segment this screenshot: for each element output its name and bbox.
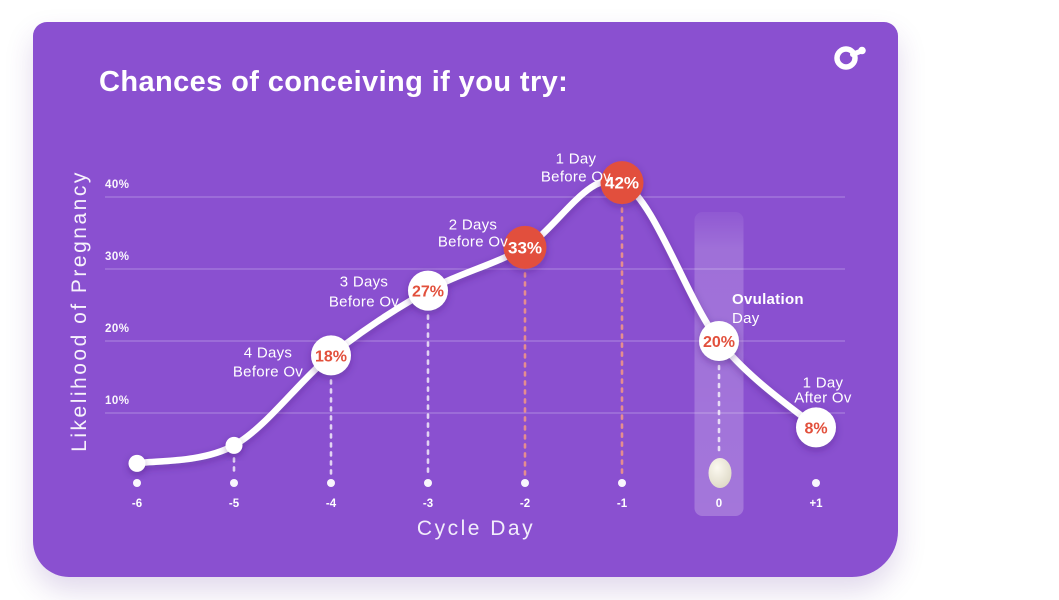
x-tick--3: -3	[423, 498, 433, 510]
x-tick--1: -1	[617, 498, 628, 510]
annotation--3: 3 Days	[340, 274, 389, 291]
chart-title: Chances of conceiving if you try:	[99, 66, 569, 98]
pct-label--3: 27%	[412, 284, 444, 301]
egg-icon	[708, 458, 732, 488]
annotation--2: Before Ov	[438, 233, 508, 250]
pct-label-+1: 8%	[804, 420, 827, 437]
pregnancy-likelihood-chart: 10% 20% 30% 40% 18% 4 Days Before Ov 27% 3 Days B…	[105, 151, 852, 516]
annotation--2: 2 Days	[449, 216, 498, 233]
data-point-0: 20% Ovulation Day	[699, 291, 804, 361]
data-point--4: 18% 4 Days Before Ov	[233, 335, 351, 380]
data-point--3: 27% 3 Days Before Ov	[329, 270, 448, 311]
pct-label--4: 18%	[315, 348, 347, 365]
x-tick--4: -4	[326, 498, 337, 510]
grid-and-y-ticks: 10% 20% 30% 40%	[105, 179, 845, 414]
y-tick-10%: 10%	[105, 395, 130, 407]
annotation--1: 1 Day	[556, 151, 597, 168]
x-tick-+1: +1	[809, 498, 823, 510]
annotation--3: Before Ov	[329, 294, 399, 311]
x-tick--5: -5	[229, 498, 240, 510]
x-tick--6: -6	[132, 498, 142, 510]
annotation--4: 4 Days	[244, 344, 293, 361]
x-tick-0: 0	[716, 498, 722, 510]
annotation--1: Before Ov	[541, 169, 611, 186]
infographic-card: Chances of conceiving if you try: 10% 20%…	[33, 22, 898, 577]
pct-label--2: 33%	[508, 238, 542, 257]
data-point--5	[225, 436, 243, 454]
annotation--4: Before Ov	[233, 363, 303, 380]
y-axis-title: Likelihood of Pregnancy	[68, 170, 91, 452]
brand-mars-logo-icon	[834, 46, 866, 70]
x-axis-ticks: -6 -5 -4 -3 -2 -1 0 +1	[132, 479, 823, 510]
x-axis-title: Cycle Day	[416, 517, 536, 540]
data-point--6	[128, 454, 146, 472]
annotation-+1: 1 Day	[803, 374, 844, 391]
droplines	[232, 207, 721, 477]
x-tick--2: -2	[520, 498, 530, 510]
y-tick-40%: 40%	[105, 179, 130, 191]
y-tick-20%: 20%	[105, 323, 130, 335]
pct-label-0: 20%	[703, 334, 735, 351]
annotation-0: Day	[732, 310, 760, 327]
annotation-0: Ovulation	[732, 291, 804, 308]
pct-label--1: 42%	[605, 174, 639, 193]
y-tick-30%: 30%	[105, 251, 130, 263]
annotation-+1: After Ov	[794, 389, 852, 406]
ovulation-highlight-band	[694, 212, 744, 516]
